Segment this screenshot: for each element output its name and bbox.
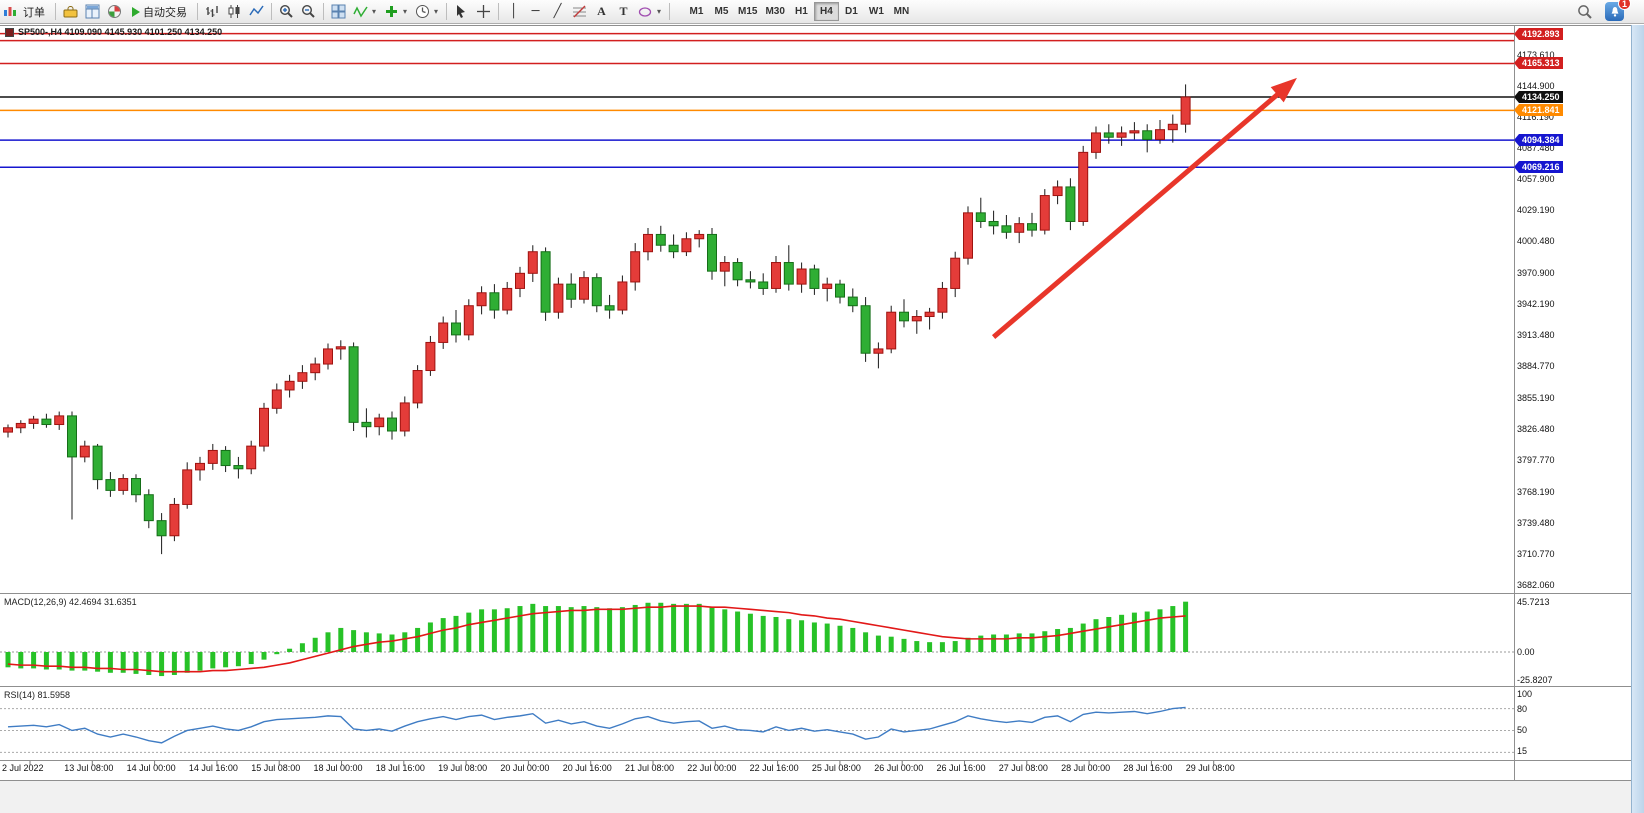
timeframe-H4[interactable]: H4 xyxy=(813,2,839,21)
separator xyxy=(446,3,447,20)
chart-background xyxy=(0,25,1632,781)
trend-arrow-head[interactable] xyxy=(1270,70,1304,103)
label-tool-icon[interactable]: T xyxy=(619,4,628,18)
candlestick-series xyxy=(3,84,1191,555)
period-clock-icon[interactable] xyxy=(412,2,433,22)
market-watch-icon[interactable] xyxy=(82,2,103,22)
macd-signal-line xyxy=(7,605,1186,673)
play-icon xyxy=(132,6,140,17)
new-order-button[interactable]: 订单 xyxy=(0,2,51,22)
zoom-in-icon[interactable] xyxy=(276,2,297,22)
shapes-tool-icon[interactable] xyxy=(635,2,656,22)
search-icon[interactable] xyxy=(1574,2,1595,22)
period-caret-icon[interactable]: ▾ xyxy=(434,7,439,16)
timeframe-toolbar: M1 M5 M15 M30 H1 H4 D1 W1 MN xyxy=(684,2,914,21)
main-toolbar: 订单 自动交易 xyxy=(0,0,1644,24)
tile-windows-icon[interactable] xyxy=(328,2,349,22)
horizontal-line-tool-icon[interactable]: ─ xyxy=(531,4,540,19)
line-chart-icon[interactable] xyxy=(246,2,267,22)
indicators-caret-icon[interactable]: ▾ xyxy=(372,7,377,16)
notifications-icon[interactable]: 1 xyxy=(1605,0,1631,21)
separator xyxy=(55,3,56,20)
add-indicator-caret-icon[interactable]: ▾ xyxy=(403,7,408,16)
separator xyxy=(498,3,499,20)
separator xyxy=(323,3,324,20)
trend-arrow-line[interactable] xyxy=(991,86,1287,339)
vertical-scrollbar[interactable] xyxy=(1631,25,1644,813)
vertical-line-tool-icon[interactable]: │ xyxy=(509,4,518,19)
chart-title-text: SP500-,H4 4109.090 4145.930 4101.250 413… xyxy=(18,27,223,37)
toolbar-right-group: 1 xyxy=(1574,0,1631,22)
rsi-line xyxy=(7,706,1186,744)
timeframe-M15[interactable]: M15 xyxy=(734,2,761,21)
add-indicator-icon[interactable] xyxy=(381,2,402,22)
candlestick-icon[interactable] xyxy=(224,2,245,22)
bar-chart-icon[interactable] xyxy=(202,2,223,22)
indicators-icon[interactable] xyxy=(350,2,371,22)
timeframe-H1[interactable]: H1 xyxy=(789,2,814,21)
separator xyxy=(197,3,198,20)
zoom-out-icon[interactable] xyxy=(298,2,319,22)
timeframe-M5[interactable]: M5 xyxy=(709,2,734,21)
timeframe-MN[interactable]: MN xyxy=(889,2,914,21)
macd-histogram xyxy=(5,601,1189,677)
symbol-marker-icon xyxy=(5,27,14,37)
rsi-indicator-label: RSI(14) 81.5958 xyxy=(4,690,71,700)
trendline-tool-icon[interactable]: ╱ xyxy=(553,4,562,19)
timeframe-M30[interactable]: M30 xyxy=(761,2,788,21)
timeframe-W1[interactable]: W1 xyxy=(864,2,889,21)
chart-title: SP500-,H4 4109.090 4145.930 4101.250 413… xyxy=(5,27,222,37)
separator xyxy=(669,3,670,20)
timeframe-D1[interactable]: D1 xyxy=(839,2,864,21)
text-tool-icon[interactable]: A xyxy=(597,4,606,18)
new-order-label: 订单 xyxy=(23,6,45,19)
timeframe-M1[interactable]: M1 xyxy=(684,2,709,21)
toolbox-icon[interactable] xyxy=(60,2,81,22)
autotrading-button[interactable]: 自动交易 xyxy=(126,2,193,22)
notification-badge: 1 xyxy=(1618,0,1631,10)
separator xyxy=(271,3,272,20)
status-strip xyxy=(0,781,1644,813)
shapes-caret-icon[interactable]: ▾ xyxy=(657,7,662,16)
crosshair-icon[interactable] xyxy=(473,2,494,22)
navigator-icon[interactable] xyxy=(104,2,125,22)
fibonacci-tool-icon[interactable] xyxy=(569,2,590,22)
new-order-icon xyxy=(0,2,20,22)
cursor-icon[interactable] xyxy=(451,2,472,22)
autotrading-label: 自动交易 xyxy=(143,6,187,19)
macd-indicator-label: MACD(12,26,9) 42.4694 31.6351 xyxy=(4,597,137,607)
